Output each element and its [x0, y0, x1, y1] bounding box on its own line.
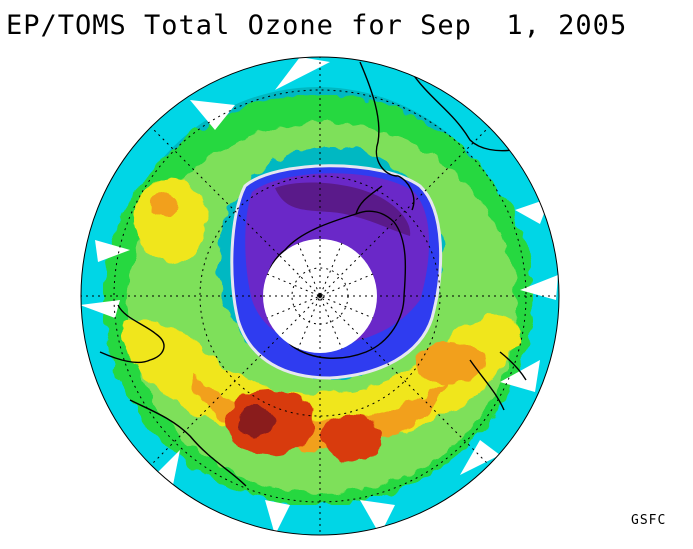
coastline-antarctic-peninsula	[355, 185, 383, 215]
ozone-hole-purple	[275, 182, 411, 236]
parallel-circle	[113, 89, 527, 503]
globe-outline	[80, 56, 560, 536]
coastline-new-zealand-north	[499, 351, 527, 381]
credit-label: GSFC	[631, 513, 667, 528]
no-data-wedge	[460, 440, 500, 475]
ozone-patch-red-east	[322, 414, 382, 462]
no-data-wedges	[81, 57, 558, 535]
no-data-wedge	[95, 240, 130, 262]
no-data-wedge	[265, 500, 290, 535]
ozone-patch-brown	[239, 404, 275, 436]
coastline-new-zealand	[469, 359, 505, 411]
coastline-australia	[129, 399, 247, 487]
ozone-hole-contour	[230, 164, 443, 380]
no-data-wedge	[500, 360, 540, 392]
coastline-africa	[99, 304, 165, 364]
polar-disk-grid	[263, 239, 377, 353]
no-data-wedge	[275, 57, 330, 90]
coastline-south-america	[359, 61, 415, 211]
no-data-wedge	[520, 275, 558, 300]
no-data-wedge	[190, 100, 235, 130]
polar-spoke	[279, 255, 361, 337]
map-title: EP/TOMS Total Ozone for Sep 1, 2005	[6, 10, 628, 41]
ozone-patch-orange-ne	[416, 340, 484, 384]
no-data-wedge	[360, 500, 395, 535]
polar-spoke	[297, 242, 343, 350]
parallel-circle	[199, 175, 441, 417]
ozone-patch-yellow-nw	[134, 178, 206, 262]
polar-spoke	[266, 273, 374, 319]
coastline-south-america-east	[409, 69, 513, 152]
south-pole-marker	[318, 294, 322, 298]
polar-ring	[291, 267, 349, 325]
no-data-wedge	[81, 300, 120, 318]
ozone-patch-orange-nw	[149, 193, 177, 217]
polar-spoke	[279, 255, 361, 337]
polar-spoke	[266, 273, 374, 319]
polar-spoke	[297, 242, 343, 350]
